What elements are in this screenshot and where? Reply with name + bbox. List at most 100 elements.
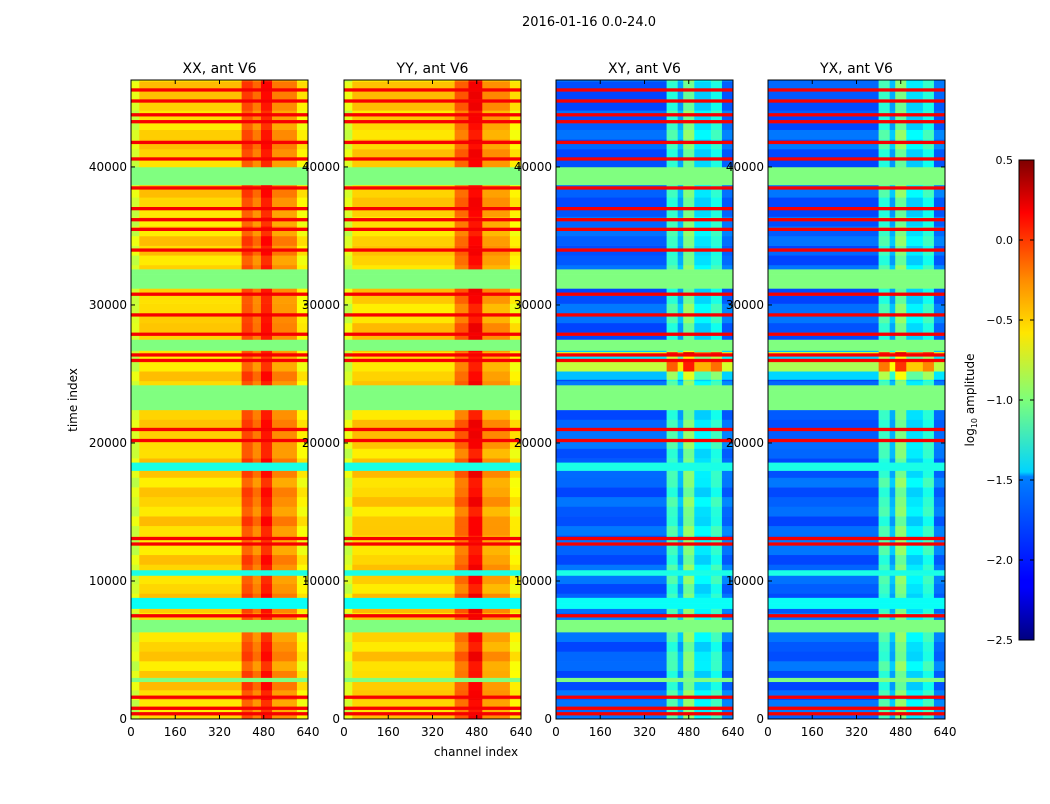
heatmap-band bbox=[768, 569, 945, 575]
heatmap-cell bbox=[454, 129, 469, 140]
heatmap-band bbox=[131, 603, 308, 609]
heatmap-band bbox=[556, 536, 733, 541]
heatmap-cell bbox=[721, 496, 734, 507]
heatmap-cell bbox=[139, 216, 242, 219]
heatmap-cell bbox=[352, 593, 455, 598]
heatmap-cell bbox=[252, 545, 262, 556]
heatmap-cell bbox=[895, 361, 907, 372]
heatmap-cell bbox=[889, 487, 896, 498]
heatmap-cell bbox=[895, 506, 907, 517]
heatmap-cell bbox=[895, 681, 907, 691]
heatmap-cell bbox=[922, 221, 935, 227]
heatmap-cell bbox=[344, 160, 353, 168]
heatmap-cell bbox=[260, 255, 273, 266]
heatmap-cell bbox=[482, 448, 511, 459]
heatmap-cell bbox=[677, 539, 684, 543]
heatmap-cell bbox=[556, 143, 667, 150]
heatmap-cell bbox=[889, 316, 896, 324]
heatmap-cell bbox=[131, 221, 140, 227]
heatmap-cell bbox=[509, 409, 522, 420]
heatmap-cell bbox=[260, 210, 273, 217]
heatmap-cell bbox=[272, 409, 298, 420]
heatmap-cell bbox=[922, 322, 935, 333]
heatmap-cell bbox=[721, 230, 734, 237]
heatmap-cell bbox=[272, 351, 298, 354]
heatmap-cell bbox=[131, 335, 140, 340]
heatmap-cell bbox=[252, 477, 262, 488]
heatmap-cell bbox=[666, 430, 678, 439]
heatmap-cell bbox=[710, 235, 723, 246]
heatmap-cell bbox=[768, 477, 879, 488]
heatmap-band bbox=[768, 206, 945, 211]
heatmap-band bbox=[556, 313, 733, 317]
heatmap-cell bbox=[352, 351, 455, 354]
heatmap-band bbox=[344, 158, 521, 161]
heatmap-cell bbox=[260, 361, 273, 372]
heatmap-cell bbox=[895, 699, 907, 707]
heatmap-cell bbox=[454, 617, 469, 620]
heatmap-cell bbox=[694, 379, 712, 382]
heatmap-cell bbox=[922, 651, 935, 662]
heatmap-cell bbox=[272, 316, 298, 324]
heatmap-cell bbox=[768, 210, 879, 217]
heatmap-cell bbox=[933, 470, 946, 478]
heatmap-cell bbox=[468, 617, 483, 620]
heatmap-cell bbox=[352, 608, 455, 614]
heatmap-cell bbox=[482, 670, 511, 678]
heatmap-cell bbox=[694, 123, 712, 130]
heatmap-cell bbox=[933, 184, 946, 187]
heatmap-cell bbox=[344, 525, 353, 536]
heatmap-band bbox=[344, 157, 521, 159]
heatmap-cell bbox=[252, 641, 262, 652]
heatmap-cell bbox=[933, 448, 946, 459]
heatmap-cell bbox=[878, 593, 890, 598]
heatmap-band bbox=[768, 542, 945, 546]
heatmap-cell bbox=[272, 371, 298, 382]
heatmap-cell bbox=[922, 612, 935, 615]
heatmap-cell bbox=[556, 458, 667, 463]
heatmap-cell bbox=[139, 129, 242, 140]
heatmap-cell bbox=[710, 539, 723, 543]
heatmap-band bbox=[344, 695, 521, 699]
heatmap-band bbox=[768, 603, 945, 609]
heatmap-cell bbox=[482, 419, 511, 428]
panel-title: XY, ant V6 bbox=[608, 61, 681, 77]
panel-2: XY, ant V60 160 320 480 64001000020000300004… bbox=[514, 61, 745, 739]
heatmap-cell bbox=[878, 295, 890, 304]
colorbar-label: log10 amplitude bbox=[963, 354, 979, 447]
y-tick-label: 10000 bbox=[514, 574, 552, 588]
heatmap-cell bbox=[721, 632, 734, 643]
heatmap-cell bbox=[556, 160, 667, 168]
heatmap-cell bbox=[509, 251, 522, 256]
heatmap-band bbox=[768, 390, 945, 401]
heatmap-cell bbox=[272, 226, 298, 228]
heatmap-cell bbox=[139, 81, 242, 89]
heatmap-cell bbox=[878, 245, 890, 249]
heatmap-cell bbox=[468, 651, 483, 662]
panel-title: YX, ant V6 bbox=[819, 61, 893, 77]
heatmap-cell bbox=[296, 525, 309, 536]
heatmap-cell bbox=[139, 593, 242, 598]
heatmap-cell bbox=[482, 102, 511, 111]
heatmap-cell bbox=[454, 506, 469, 517]
heatmap-cell bbox=[252, 210, 262, 217]
heatmap-cell bbox=[352, 80, 455, 82]
heatmap-cell bbox=[721, 149, 734, 158]
heatmap-cell bbox=[352, 715, 455, 720]
heatmap-cell bbox=[260, 322, 273, 333]
heatmap-cell bbox=[889, 670, 896, 678]
heatmap-cell bbox=[139, 441, 242, 449]
heatmap-cell bbox=[468, 690, 483, 696]
heatmap-cell bbox=[260, 350, 273, 353]
heatmap-cell bbox=[272, 184, 298, 187]
heatmap-cell bbox=[922, 143, 935, 150]
heatmap-cell bbox=[468, 371, 483, 382]
heatmap-cell bbox=[694, 496, 712, 507]
heatmap-cell bbox=[878, 506, 890, 517]
heatmap-cell bbox=[768, 316, 879, 324]
heatmap-cell bbox=[260, 149, 273, 158]
heatmap-cell bbox=[468, 356, 483, 359]
heatmap-cell bbox=[556, 197, 667, 207]
heatmap-cell bbox=[139, 612, 242, 615]
heatmap-cell bbox=[922, 184, 935, 187]
